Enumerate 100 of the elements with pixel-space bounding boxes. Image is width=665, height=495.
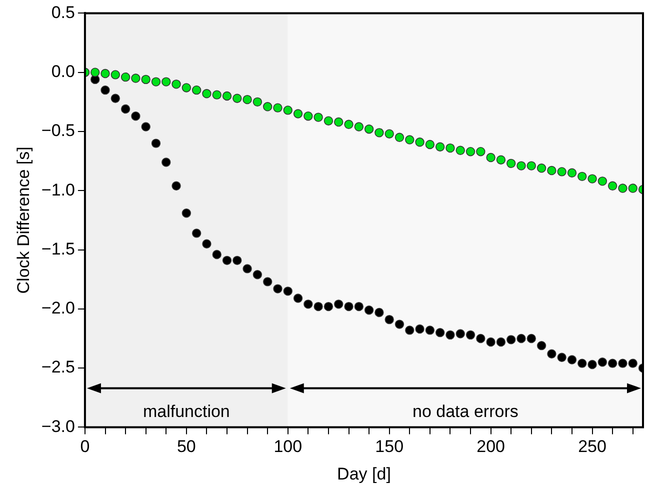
- point: [466, 330, 476, 340]
- point: [252, 97, 262, 107]
- point: [486, 337, 496, 347]
- band-label: malfunction: [142, 402, 230, 421]
- point: [192, 228, 202, 238]
- y-tick-label: 0.5: [51, 2, 75, 22]
- point: [405, 326, 414, 335]
- point: [476, 146, 486, 156]
- point: [273, 284, 282, 294]
- point: [162, 158, 171, 167]
- point: [598, 358, 608, 367]
- point: [162, 77, 171, 86]
- x-axis-title: Day [d]: [337, 464, 391, 484]
- x-tick-label: 150: [375, 437, 404, 456]
- point: [324, 302, 334, 312]
- point: [100, 68, 110, 78]
- point: [222, 256, 232, 266]
- point: [192, 85, 202, 95]
- point: [567, 168, 577, 178]
- point: [384, 314, 394, 324]
- point: [120, 104, 130, 114]
- point: [262, 277, 272, 286]
- point: [446, 143, 455, 153]
- point: [283, 286, 292, 296]
- x-tick-label: 250: [578, 437, 606, 456]
- point: [232, 94, 242, 103]
- point: [536, 340, 546, 350]
- point: [628, 184, 638, 193]
- point: [232, 256, 242, 266]
- point: [354, 122, 364, 132]
- point: [242, 94, 252, 104]
- point: [456, 329, 465, 338]
- y-tick-label: −2.0: [41, 298, 75, 318]
- point: [415, 138, 424, 147]
- point: [526, 161, 536, 170]
- point: [486, 152, 496, 162]
- point: [364, 124, 374, 134]
- point: [141, 74, 150, 84]
- point: [304, 112, 313, 121]
- point: [405, 135, 414, 144]
- point: [516, 161, 526, 170]
- point: [283, 106, 292, 115]
- point: [364, 305, 374, 315]
- point: [314, 302, 323, 312]
- point: [394, 132, 404, 142]
- point: [456, 146, 465, 156]
- point: [506, 158, 516, 168]
- y-tick-label: −3.0: [41, 416, 75, 436]
- point: [304, 300, 313, 309]
- y-tick-label: −1.5: [41, 239, 75, 258]
- point: [608, 181, 618, 190]
- point: [202, 239, 212, 248]
- point: [466, 146, 476, 156]
- y-tick-label: −1.0: [41, 180, 75, 200]
- point: [262, 102, 272, 112]
- point: [172, 80, 181, 89]
- point: [202, 89, 212, 98]
- point: [608, 358, 618, 368]
- point: [172, 181, 181, 190]
- point: [182, 208, 192, 218]
- x-tick-label: 0: [80, 437, 90, 456]
- point: [212, 90, 222, 100]
- point: [425, 326, 435, 335]
- point: [435, 142, 445, 152]
- point: [293, 109, 303, 118]
- point: [547, 349, 556, 358]
- point: [131, 74, 140, 83]
- point: [334, 117, 344, 127]
- x-tick-label: 100: [274, 437, 302, 456]
- point: [344, 120, 354, 129]
- point: [334, 300, 344, 309]
- point: [536, 164, 546, 173]
- point: [618, 184, 628, 193]
- point: [588, 174, 597, 184]
- point: [222, 91, 232, 101]
- point: [628, 358, 638, 368]
- y-tick-label: −2.5: [41, 358, 75, 377]
- point: [496, 155, 506, 164]
- point: [425, 140, 435, 150]
- point: [314, 112, 323, 122]
- point: [557, 352, 566, 362]
- y-tick-label: 0.0: [51, 62, 75, 82]
- point: [110, 70, 120, 80]
- point: [344, 302, 354, 312]
- point: [415, 324, 424, 334]
- point: [120, 72, 130, 82]
- point: [496, 337, 506, 347]
- point: [212, 250, 222, 260]
- point: [100, 85, 110, 95]
- point: [598, 176, 608, 186]
- point: [141, 122, 150, 132]
- point: [90, 68, 100, 77]
- point: [110, 94, 120, 103]
- point: [252, 270, 262, 280]
- point: [446, 330, 455, 340]
- point: [435, 328, 445, 338]
- point: [374, 128, 384, 138]
- point: [273, 103, 282, 112]
- point: [131, 112, 140, 121]
- band-label: no data errors: [412, 402, 518, 421]
